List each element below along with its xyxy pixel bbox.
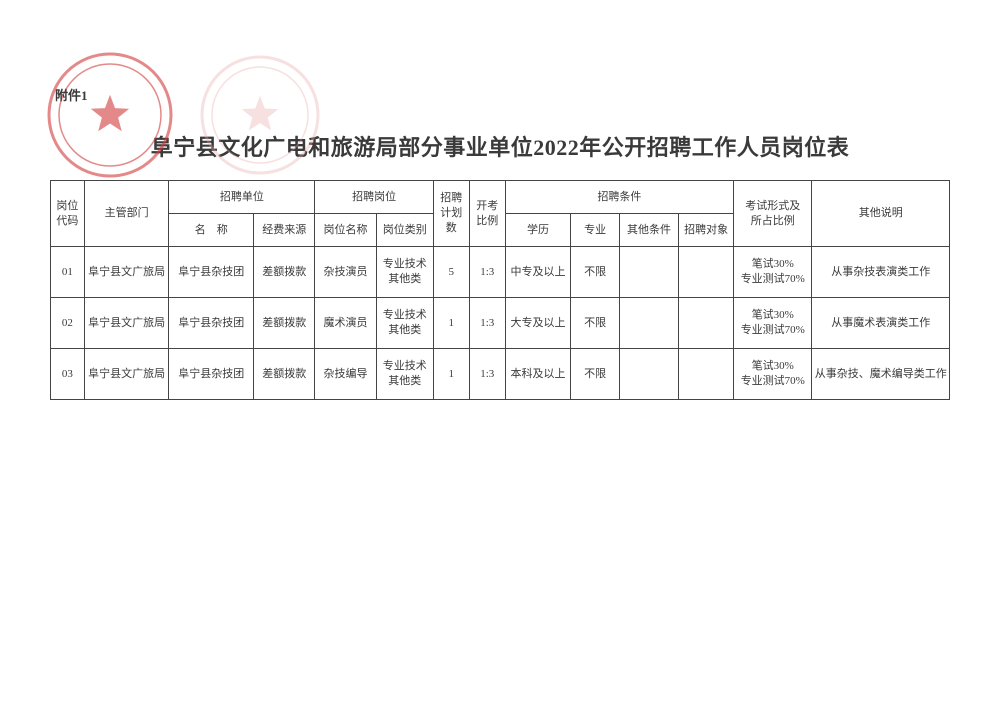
cell-plan: 1 (433, 349, 469, 400)
cell-ratio: 1:3 (469, 349, 505, 400)
col-cond-other: 其他条件 (619, 214, 678, 247)
cell-major: 不限 (571, 298, 620, 349)
col-unit-name: 名 称 (169, 214, 254, 247)
table-row: 01阜宁县文广旅局阜宁县杂技团差额拨款杂技演员专业技术其他类51:3中专及以上不… (51, 247, 950, 298)
col-unit-group: 招聘单位 (169, 181, 315, 214)
page-title: 阜宁县文化广电和旅游局部分事业单位2022年公开招聘工作人员岗位表 (50, 130, 950, 162)
col-note: 其他说明 (812, 181, 950, 247)
table-row: 02阜宁县文广旅局阜宁县杂技团差额拨款魔术演员专业技术其他类11:3大专及以上不… (51, 298, 950, 349)
col-cond-target: 招聘对象 (679, 214, 734, 247)
cell-ratio: 1:3 (469, 247, 505, 298)
col-cond-major: 专业 (571, 214, 620, 247)
cell-unit-fund: 差额拨款 (254, 247, 315, 298)
cell-edu: 本科及以上 (505, 349, 571, 400)
cell-target (679, 247, 734, 298)
cell-major: 不限 (571, 349, 620, 400)
col-post-type: 岗位类别 (376, 214, 433, 247)
cell-target (679, 298, 734, 349)
cell-exam: 笔试30%专业测试70% (734, 349, 812, 400)
attachment-label: 附件1 (55, 85, 88, 104)
cell-dept: 阜宁县文广旅局 (84, 298, 169, 349)
cell-post-name: 魔术演员 (315, 298, 376, 349)
page: 附件1 阜宁县文化广电和旅游局部分事业单位2022年公开招聘工作人员岗位表 岗位… (0, 0, 1000, 704)
col-dept: 主管部门 (84, 181, 169, 247)
cell-plan: 1 (433, 298, 469, 349)
cell-unit-fund: 差额拨款 (254, 349, 315, 400)
cell-note: 从事魔术表演类工作 (812, 298, 950, 349)
table-head: 岗位代码 主管部门 招聘单位 招聘岗位 招聘计划数 开考比例 招聘条件 考试形式… (51, 181, 950, 247)
col-post-name: 岗位名称 (315, 214, 376, 247)
cell-dept: 阜宁县文广旅局 (84, 349, 169, 400)
cell-code: 02 (51, 298, 85, 349)
cell-post-type: 专业技术其他类 (376, 349, 433, 400)
col-cond-edu: 学历 (505, 214, 571, 247)
cell-edu: 中专及以上 (505, 247, 571, 298)
cell-other (619, 298, 678, 349)
cell-post-name: 杂技演员 (315, 247, 376, 298)
col-plan: 招聘计划数 (433, 181, 469, 247)
cell-note: 从事杂技表演类工作 (812, 247, 950, 298)
cell-unit-fund: 差额拨款 (254, 298, 315, 349)
col-exam: 考试形式及所占比例 (734, 181, 812, 247)
cell-other (619, 247, 678, 298)
cell-exam: 笔试30%专业测试70% (734, 247, 812, 298)
cell-target (679, 349, 734, 400)
table-row: 03阜宁县文广旅局阜宁县杂技团差额拨款杂技编导专业技术其他类11:3本科及以上不… (51, 349, 950, 400)
cell-post-type: 专业技术其他类 (376, 247, 433, 298)
cell-unit-name: 阜宁县杂技团 (169, 247, 254, 298)
cell-post-name: 杂技编导 (315, 349, 376, 400)
col-cond-group: 招聘条件 (505, 181, 733, 214)
cell-ratio: 1:3 (469, 298, 505, 349)
cell-exam: 笔试30%专业测试70% (734, 298, 812, 349)
col-code: 岗位代码 (51, 181, 85, 247)
cell-note: 从事杂技、魔术编导类工作 (812, 349, 950, 400)
cell-edu: 大专及以上 (505, 298, 571, 349)
cell-dept: 阜宁县文广旅局 (84, 247, 169, 298)
cell-unit-name: 阜宁县杂技团 (169, 298, 254, 349)
cell-major: 不限 (571, 247, 620, 298)
cell-other (619, 349, 678, 400)
cell-post-type: 专业技术其他类 (376, 298, 433, 349)
col-ratio: 开考比例 (469, 181, 505, 247)
col-post-group: 招聘岗位 (315, 181, 433, 214)
cell-plan: 5 (433, 247, 469, 298)
col-unit-fund: 经费来源 (254, 214, 315, 247)
positions-table: 岗位代码 主管部门 招聘单位 招聘岗位 招聘计划数 开考比例 招聘条件 考试形式… (50, 180, 950, 400)
cell-unit-name: 阜宁县杂技团 (169, 349, 254, 400)
cell-code: 03 (51, 349, 85, 400)
cell-code: 01 (51, 247, 85, 298)
table-body: 01阜宁县文广旅局阜宁县杂技团差额拨款杂技演员专业技术其他类51:3中专及以上不… (51, 247, 950, 400)
